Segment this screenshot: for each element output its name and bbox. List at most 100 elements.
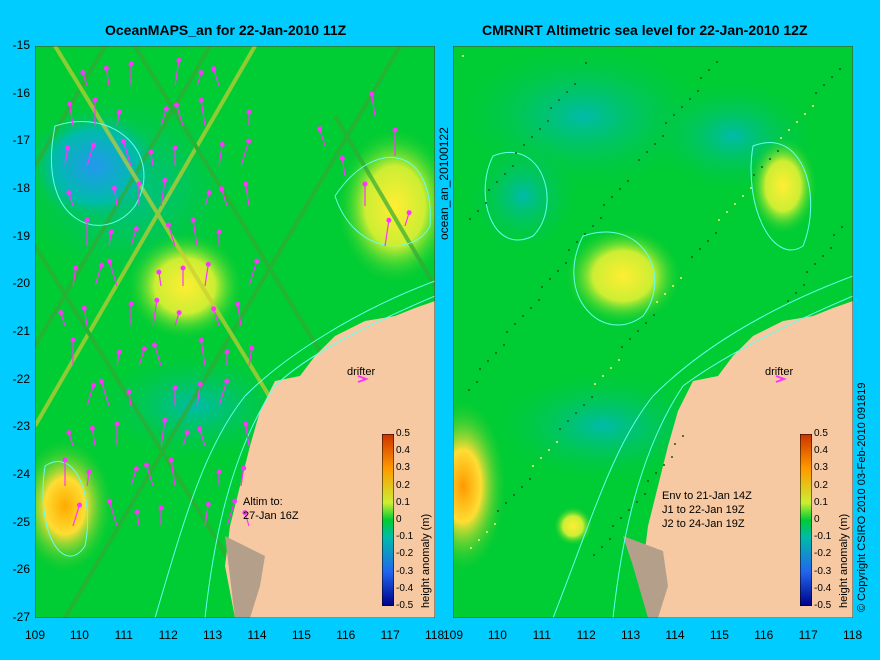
velocity-arrow [105,68,110,87]
left-x-tick-label: 118 [425,628,445,642]
velocity-arrow-head [369,91,375,97]
altimeter-point [671,456,673,458]
velocity-arrow-head [133,226,139,232]
altimeter-point [653,314,655,316]
velocity-arrow [153,344,162,367]
altimeter-point [753,174,755,176]
altimeter-point [506,331,508,333]
velocity-arrow [199,428,206,447]
colorbar-tick-label: -0.2 [814,548,832,560]
velocity-arrow-head [151,342,157,348]
altimeter-point [584,233,586,235]
velocity-arrow-head [141,346,147,352]
velocity-arrow [213,68,220,87]
altimeter-point [689,98,691,100]
right-altimetry-note: Env to 21-Jan 14Z J1 to 22-Jan 19Z J2 to… [662,490,752,530]
right-colorbar-label: height anomaly (m) [838,513,850,608]
altimeter-point [823,84,825,86]
velocity-arrow [174,60,180,87]
altimeter-point [591,396,593,398]
right-x-tick-label: 118 [843,628,863,642]
altimeter-point [646,151,648,153]
y-tick-label: -17 [12,133,30,148]
velocity-arrow [237,304,242,327]
left-colorbar [382,434,394,606]
velocity-arrow-head [172,385,178,391]
velocity-arrow-head [126,389,132,395]
altimeter-point [638,159,640,161]
colorbar-tick-label: -0.1 [814,531,832,543]
velocity-arrow-head [190,217,196,223]
velocity-arrow-head [198,337,204,343]
altimeter-point [734,203,736,205]
colorbar-tick-label: -0.3 [814,565,832,577]
velocity-arrow-head [143,462,149,468]
altimeter-point [566,91,568,93]
velocity-arrow-head [211,306,217,312]
right-x-tick-label: 115 [709,628,729,642]
velocity-arrow [167,224,176,247]
velocity-arrow [83,308,88,327]
altimeter-point [513,494,515,496]
altimeter-point [503,344,505,346]
colorbar-tick-label: -0.1 [396,531,414,543]
velocity-arrow [248,348,253,367]
velocity-arrow-head [205,261,211,267]
velocity-arrow [175,104,184,127]
velocity-arrow-head [232,498,238,504]
velocity-arrow-head [224,349,230,355]
right-x-tick-label: 109 [442,628,464,642]
altimeter-point [592,225,594,227]
right-panel-title: CMRNRT Altimetric sea level for 22-Jan-2… [482,22,808,38]
velocity-arrow-head [116,109,122,115]
velocity-arrow [72,504,81,527]
velocity-arrow-head [136,181,142,187]
altimeter-point [468,389,470,391]
altimeter-point [716,61,718,63]
velocity-arrow-head [241,465,247,471]
altimeter-point [750,187,752,189]
altimeter-point [512,165,514,167]
left-x-tick-label: 109 [24,628,46,642]
velocity-arrow-head [98,378,104,384]
velocity-arrow-head [148,149,154,155]
drifter-marker [357,375,369,383]
left-x-tick-label: 111 [114,628,133,642]
altimeter-point [620,517,622,519]
velocity-arrow [248,260,258,287]
colorbar-tick-label: -0.5 [396,600,414,611]
right-x-tick-label: 116 [754,628,774,642]
altimeter-point [600,217,602,219]
altimeter-point [726,211,728,213]
altimeter-point [761,166,763,168]
velocity-arrow [218,144,223,167]
altimeter-point [477,210,479,212]
altimeter-point [621,346,623,348]
altimeter-point [522,315,524,317]
altimeter-point [594,383,596,385]
velocity-arrow-head [235,301,241,307]
velocity-arrow [94,264,103,287]
altimeter-point [530,307,532,309]
altimeter-point [470,547,472,549]
right-x-tick-label: 110 [487,628,507,642]
altimeter-point [654,143,656,145]
y-tick-label: -27 [12,610,30,625]
altimeter-point [777,150,779,152]
velocity-arrow [145,464,154,487]
velocity-arrow-head [243,421,249,427]
altimeter-point [833,234,835,236]
velocity-arrow-head [172,145,178,151]
velocity-arrow-head [180,265,186,271]
altimeter-point [485,202,487,204]
left-side-label: ocean_an_20100122 [437,127,451,240]
y-tick-label: -25 [12,514,30,529]
velocity-arrow [341,158,346,177]
altimeter-point [681,106,683,108]
velocity-arrow-head [219,141,225,147]
velocity-arrow [130,228,137,247]
velocity-arrow-head [168,457,174,463]
velocity-arrow [245,424,250,447]
altimeter-point [548,449,550,451]
altimeter-point [558,99,560,101]
